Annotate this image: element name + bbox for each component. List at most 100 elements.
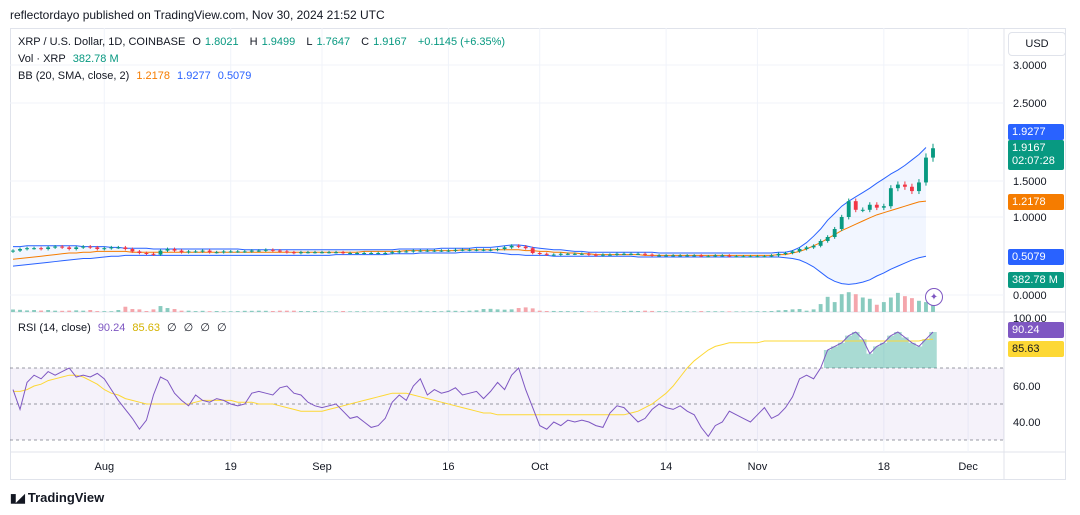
volume-bar [74,310,79,312]
candle-body [748,256,753,258]
volume-bar [270,311,275,312]
volume-bar [910,298,914,312]
volume-bar [109,311,114,312]
badge-rsi-ma: 85.63 [1008,341,1064,357]
candle-body [200,250,205,252]
volume-bar [221,311,226,312]
candle-body [256,250,261,252]
candle-body [404,251,409,253]
candle-body [734,256,739,258]
legend-vol-value: 382.78 M [72,53,119,65]
volume-bar [158,306,163,312]
volume-bar [917,300,921,312]
rsi-ma-line [13,338,933,416]
volume-bar [306,311,310,312]
candle-body [313,252,317,254]
volume-bar [404,311,409,312]
volume-bar [186,310,191,312]
price-tick-label: 0.0000 [1013,290,1047,302]
volume-bar [228,311,233,312]
legend-ohlc: XRP / U.S. Dollar, 1D, COINBASE O 1.8021 … [18,36,509,48]
rsi-lines [12,331,937,438]
candle-body [509,245,514,248]
volume-bar [249,310,254,312]
candle-body [783,253,788,254]
candle-body [144,253,149,254]
candle-body [165,249,170,251]
volume-bar [32,310,36,312]
candle-body [411,250,416,252]
time-tick-label: 19 [225,461,237,473]
volume-bar [692,311,697,312]
volume-bar [25,310,29,312]
volume-bar [790,309,795,312]
volume-bar [804,310,809,312]
legend-open: 1.8021 [204,36,239,48]
volume-bar [116,310,121,312]
volume-bar [657,311,662,312]
candle-body [263,249,268,251]
volume-bar [39,310,44,312]
candle-body [558,253,563,255]
candle-body [825,237,830,241]
candle-body [242,251,247,253]
published-caption: reflectordayo published on TradingView.c… [10,8,385,22]
candle-body [881,206,886,208]
candle-body [643,253,647,255]
candle-body [306,252,310,254]
volume-bar [734,311,739,312]
time-tick-label: 14 [660,461,672,473]
candle-body [221,251,226,253]
volume-bar [207,311,212,312]
legend-change: +0.1145 (+6.35%) [417,36,506,48]
candle-body [467,249,472,251]
volume-bar [902,296,907,312]
volume-bar [439,311,444,312]
volume-bar [811,309,816,312]
candle-body [586,253,591,255]
price-tick-label: 2.5000 [1013,98,1047,110]
legend-bb-lower: 0.5079 [217,70,252,82]
candle-body [186,251,191,253]
volume-bar [678,311,683,312]
candle-body [397,251,402,253]
candle-body [355,253,360,254]
volume-bar [95,311,100,312]
legend-rsi-label: RSI (14, close) [18,322,91,334]
volume-bar [137,309,142,312]
candle-body [664,255,669,257]
candle-body [544,253,549,255]
rsi-overbought-fill [823,332,937,368]
volume-bar [924,302,928,312]
legend-volume: Vol · XRP 382.78 M [18,53,123,65]
candle-body [917,182,921,192]
volume-bar [383,311,388,312]
time-tick-label: Aug [95,461,115,473]
candle-body [867,204,872,210]
currency-button[interactable]: USD [1008,32,1066,56]
volume-bar [565,311,570,312]
candle-body [678,255,683,257]
volume-bar [327,311,331,312]
volume-bar [846,292,851,312]
candle-body [18,249,22,251]
volume-bar [369,311,374,312]
footer-brand[interactable]: ▮◢ TradingView [10,490,104,505]
volume-bar [418,310,423,312]
candle-body [931,148,935,158]
volume-bar [769,311,774,312]
volume-bar [123,306,128,312]
volume-bar [530,308,535,312]
candle-body [418,250,423,252]
navigate-star-icon[interactable]: ✦ [925,288,943,306]
volume-bar [376,311,381,312]
bb-fill [13,147,926,285]
candle-body [116,247,121,249]
legend-rsi-extra-2: ∅ [183,322,194,334]
candle-body [39,248,44,250]
volume-bar [664,311,669,312]
candle-body [277,250,282,252]
candle-body [755,256,760,258]
volume-bar [748,311,753,312]
